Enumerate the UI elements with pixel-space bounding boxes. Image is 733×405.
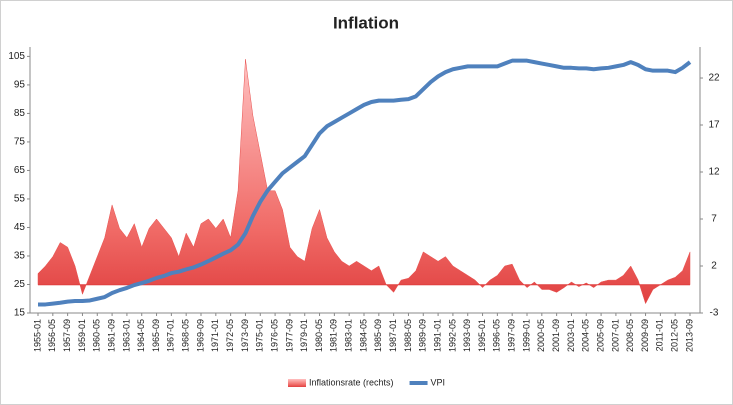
x-tick-label: 1997-09 [507,319,517,352]
x-tick-label: 1960-05 [92,319,102,352]
x-tick-label: 1959-01 [77,319,87,352]
x-tick-label: 2011-01 [655,319,665,351]
x-tick-label: 2012-05 [670,319,680,352]
x-tick-label: 1965-09 [151,319,161,352]
y-tick-label: 35 [14,251,26,262]
x-tick-label: 1979-01 [299,319,309,352]
y-tick-label: 95 [14,80,26,91]
y2-tick-label: 2 [711,261,717,272]
x-tick-label: 2013-09 [684,319,694,352]
x-tick-label: 2005-09 [595,319,605,352]
x-tick-label: 1980-05 [314,319,324,352]
vpi-line [38,58,692,307]
x-tick-label: 1967-01 [166,319,176,352]
x-tick-label: 1987-01 [388,319,398,352]
x-tick-label: 1993-09 [462,319,472,352]
x-tick-label: 1963-01 [121,319,131,352]
x-tick-label: 1975-01 [255,319,265,352]
x-tick-label: 1984-05 [358,319,368,352]
y2-tick-label: 7 [711,214,717,225]
x-tick-label: 1988-05 [403,319,413,352]
x-tick-label: 1961-09 [106,319,116,352]
y-tick-label: 55 [14,194,26,205]
x-tick-label: 2009-09 [640,319,650,352]
x-tick-label: 2004-05 [581,319,591,352]
x-tick-label: 1956-05 [47,319,57,352]
y-tick-label: 45 [14,222,26,233]
x-tick-label: 1991-01 [432,319,442,352]
x-tick-label: 2003-01 [566,319,576,352]
x-tick-label: 1955-01 [32,319,42,352]
x-tick-label: 1981-09 [329,319,339,352]
x-tick-label: 1971-01 [210,319,220,352]
y-tick-label: 75 [14,137,26,148]
x-tick-label: 1995-01 [477,319,487,352]
x-tick-label: 1999-01 [521,319,531,352]
x-tick-label: 1972-05 [225,319,235,352]
x-tick-label: 1989-09 [418,319,428,352]
y-tick-label: 25 [14,279,26,290]
x-tick-label: 2007-01 [610,319,620,352]
x-tick-label: 1968-05 [181,319,191,352]
x-tick-label: 2008-05 [625,319,635,352]
y-tick-label: 105 [8,51,25,62]
y2-tick-label: 22 [708,73,720,84]
x-tick-label: 1976-05 [269,319,279,352]
inflation-area [37,59,691,305]
x-tick-label: 1983-01 [344,319,354,352]
y2-tick-label: 12 [708,167,720,178]
x-tick-label: 2001-09 [551,319,561,352]
x-tick-label: 1973-09 [240,319,250,352]
x-tick-label: 1977-09 [284,319,294,352]
x-tick-label: 1996-05 [492,319,502,352]
x-tick-label: 1985-09 [373,319,383,352]
y-tick-label: 65 [14,165,26,176]
chart-title: Inflation [333,13,399,32]
y-tick-label: 85 [14,108,26,119]
x-tick-label: 1964-05 [136,319,146,352]
x-tick-label: 1957-09 [62,319,72,352]
y2-tick-label: 17 [708,120,720,131]
x-tick-label: 1969-09 [195,319,205,352]
legend-label: VPI [431,377,446,387]
x-tick-label: 2000-05 [536,319,546,352]
legend-swatch [288,379,306,387]
x-tick-label: 1992-05 [447,319,457,352]
y-tick-label: 15 [14,308,26,319]
y2-tick-label: -3 [710,308,719,319]
legend-label: Inflationsrate (rechts) [309,377,394,387]
